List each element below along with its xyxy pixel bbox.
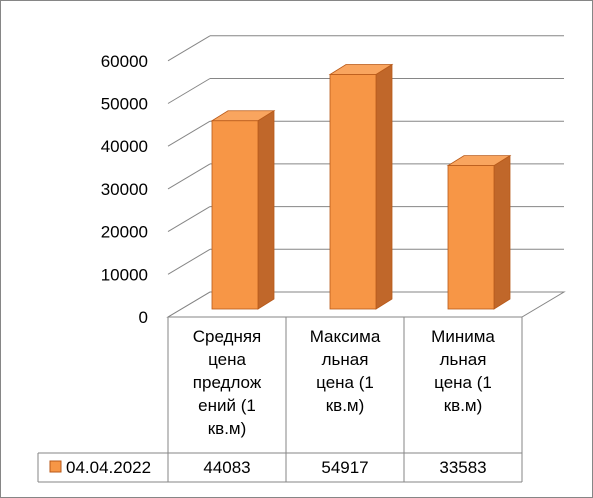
bar-front-face (329, 74, 377, 310)
category-label-line: кв.м) (444, 396, 483, 415)
table-value: 33583 (439, 458, 486, 477)
legend-series-name: 04.04.2022 (66, 458, 151, 477)
gridline-depth (167, 206, 211, 233)
category-label-line: Минима (431, 327, 495, 346)
bar-side-face (257, 110, 275, 310)
bar-side-face (375, 63, 393, 310)
table-value: 54917 (321, 458, 368, 477)
bar-2 (446, 154, 512, 310)
category-label-line: цена (1 (316, 373, 374, 392)
category-label-line: Максима (310, 327, 381, 346)
y-tick-label: 60000 (101, 52, 148, 71)
gridline-depth (167, 120, 211, 147)
y-tick-label: 40000 (101, 137, 148, 156)
category-label-line: цена (1 (434, 373, 492, 392)
category-label-line: предлож (193, 373, 262, 392)
gridline-depth (167, 248, 211, 275)
bar-side-face (493, 154, 511, 310)
data-table: Средняя цена предлож ений (1 кв.м) Макси… (37, 317, 523, 483)
gridline-depth (167, 78, 211, 104)
category-label-line: льная (322, 350, 369, 369)
category-label-line: кв.м) (208, 419, 247, 438)
y-axis-tick-labels: 0 10000 20000 30000 40000 50000 60000 (101, 52, 148, 327)
category-label-line: кв.м) (326, 396, 365, 415)
category-label-line: льная (440, 350, 487, 369)
category-label-line: ений (1 (198, 396, 256, 415)
y-tick-label: 10000 (101, 265, 148, 284)
y-tick-label: 30000 (101, 180, 148, 199)
bar-front-face (447, 165, 495, 310)
table-value: 44083 (203, 458, 250, 477)
legend-key-icon (49, 460, 62, 473)
data-table-grid (37, 317, 523, 483)
category-label-2: Минима льная цена (1 кв.м) (431, 327, 495, 415)
category-label-line: цена (208, 350, 246, 369)
y-tick-label: 20000 (101, 223, 148, 242)
category-label-1: Максима льная цена (1 кв.м) (310, 327, 381, 415)
category-label-line: Средняя (193, 327, 262, 346)
y-tick-label: 50000 (101, 95, 148, 114)
bar-1 (328, 63, 394, 310)
bar-front-face (211, 120, 259, 310)
bar-0 (210, 110, 276, 310)
bars (210, 63, 512, 310)
y-tick-label: 0 (139, 308, 148, 327)
category-label-0: Средняя цена предлож ений (1 кв.м) (193, 327, 262, 438)
gridline-depth (167, 35, 211, 62)
gridline-depth (167, 163, 211, 190)
